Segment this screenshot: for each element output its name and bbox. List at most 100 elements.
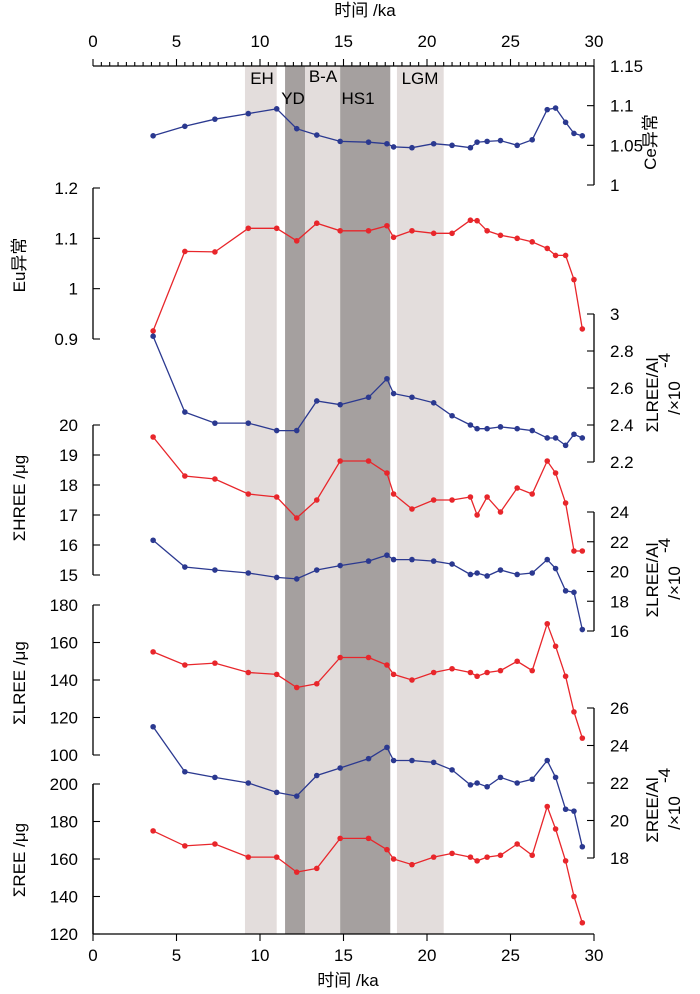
x-bottom-tick-label: 10 bbox=[251, 946, 270, 965]
lree-al-lower-data-point bbox=[467, 571, 474, 578]
lree-data-point bbox=[384, 662, 390, 668]
lree-al-upper-data-point bbox=[390, 390, 397, 397]
eu-data-point bbox=[430, 230, 437, 237]
ce-y-title: Ce异常 bbox=[641, 114, 660, 170]
ree-al-data-point bbox=[273, 789, 280, 796]
ree-al-data-point bbox=[365, 755, 372, 762]
lree-al-upper-data-point bbox=[365, 394, 372, 401]
eu-data-point bbox=[150, 328, 156, 334]
lree-data-point bbox=[245, 669, 252, 676]
hree-data-point bbox=[497, 509, 504, 515]
ree-data-point bbox=[571, 893, 577, 900]
lree-al-upper-data-point bbox=[409, 394, 415, 401]
lree-data-point bbox=[552, 643, 559, 650]
ree-al-data-point bbox=[529, 776, 536, 783]
ree-al-y-tick-label: 24 bbox=[610, 737, 629, 756]
lree-al-upper-data-point bbox=[430, 400, 437, 406]
lree-al-lower-data-point bbox=[182, 564, 188, 570]
lree-data-point bbox=[430, 669, 437, 676]
ce-data-point bbox=[467, 144, 474, 151]
lree-y-tick-label: 180 bbox=[50, 596, 78, 615]
eu-data-point bbox=[474, 217, 480, 224]
lree-al-lower-y-title-line1: ΣLREE/Al bbox=[643, 543, 662, 618]
ce-data-point bbox=[365, 139, 372, 145]
hree-data-point bbox=[212, 476, 218, 482]
lree-al-lower-data-point bbox=[384, 552, 390, 558]
lree-al-lower-data-point bbox=[337, 562, 343, 569]
ce-y-title-text: Ce异常 bbox=[641, 114, 660, 170]
lree-data-point bbox=[571, 709, 577, 715]
lree-al-lower-data-point bbox=[273, 574, 280, 581]
ce-y-tick-label: 1.05 bbox=[610, 136, 643, 155]
lree-al-lower-data-point bbox=[449, 561, 455, 567]
ce-data-point bbox=[484, 138, 490, 145]
eu-data-point bbox=[467, 217, 474, 224]
ree-al-data-point bbox=[313, 772, 320, 779]
eu-y-tick-label: 0.9 bbox=[54, 330, 78, 349]
lree-data-point bbox=[182, 662, 188, 668]
ree-data-point bbox=[313, 865, 320, 872]
lree-data-point bbox=[390, 671, 397, 678]
hree-data-point bbox=[514, 485, 520, 491]
x-bottom-tick-label: 25 bbox=[501, 946, 520, 965]
eu-data-point bbox=[562, 252, 569, 259]
lree-al-lower-data-point bbox=[579, 626, 586, 633]
lree-al-lower-data-point bbox=[245, 570, 252, 576]
hree-data-point bbox=[467, 494, 474, 500]
ree-data-point bbox=[150, 828, 156, 834]
ce-data-point bbox=[497, 137, 504, 144]
hree-data-point bbox=[449, 497, 455, 503]
lree-al-upper-y-title-line1: ΣLREE/Al bbox=[643, 358, 662, 433]
eu-data-point bbox=[449, 230, 455, 237]
hree-y-title-text: ΣHREE /μg bbox=[10, 455, 29, 541]
lree-al-lower-data-point bbox=[474, 570, 480, 576]
ce-data-point bbox=[579, 133, 586, 139]
ree-data-point bbox=[212, 841, 218, 847]
ce-y-tick-label: 1.15 bbox=[610, 57, 643, 76]
ree-al-data-point bbox=[552, 774, 559, 781]
lree-al-lower-y-title: ΣLREE/Al/×10 -4 bbox=[643, 538, 684, 618]
eu-data-point bbox=[552, 252, 559, 259]
axes-group: 0 5 10 15 20 25 30 0 5 10 15 20 25 30 1 1.05 1.1 1.15 0.9 1… bbox=[50, 32, 643, 965]
ree-y-tick-label: 140 bbox=[50, 888, 78, 907]
hree-y-tick-label: 19 bbox=[59, 446, 78, 465]
lree-al-lower-y-tick-label: 18 bbox=[610, 592, 629, 611]
lree-al-upper-data-point bbox=[182, 409, 188, 415]
lree-data-point bbox=[514, 658, 520, 665]
ce-data-point bbox=[571, 130, 577, 137]
ree-al-y-tick-label: 18 bbox=[610, 849, 629, 868]
hree-data-point bbox=[474, 512, 480, 518]
x-top-tick-label: 15 bbox=[334, 32, 353, 51]
eu-data-point bbox=[365, 227, 372, 234]
ree-data-point bbox=[529, 852, 536, 859]
lree-al-upper-data-point bbox=[384, 375, 390, 382]
hree-y-tick-label: 20 bbox=[59, 416, 78, 435]
eu-y-tick-label: 1.2 bbox=[54, 179, 78, 198]
ree-y-tick-label: 180 bbox=[50, 813, 78, 832]
lree-al-upper-data-point bbox=[571, 431, 577, 438]
eu-data-point bbox=[579, 326, 586, 332]
lree-y-tick-label: 100 bbox=[50, 746, 78, 765]
x-axis-title-bottom: 时间 /ka bbox=[317, 971, 379, 990]
hree-data-point bbox=[313, 497, 320, 503]
lree-al-upper-y-tick-label: 2.4 bbox=[610, 416, 634, 435]
lree-al-upper-data-point bbox=[293, 427, 300, 434]
ree-al-data-point bbox=[497, 774, 504, 781]
ree-al-data-point bbox=[337, 765, 343, 771]
hree-data-point bbox=[337, 458, 343, 464]
ree-data-point bbox=[365, 835, 372, 842]
ree-al-data-point bbox=[293, 793, 300, 799]
ree-al-y-title-line1: ΣREE/Al bbox=[643, 777, 662, 842]
ree-al-data-point bbox=[245, 780, 252, 786]
ree-data-point bbox=[390, 856, 397, 862]
eu-data-point bbox=[182, 248, 188, 255]
eu-data-point bbox=[273, 225, 280, 232]
lree-al-lower-data-point bbox=[430, 558, 437, 564]
hree-data-point bbox=[430, 497, 437, 503]
eu-y-title: Eu异常 bbox=[10, 238, 29, 293]
ree-al-y-title: ΣREE/Al/×10 -4 bbox=[643, 768, 684, 843]
ree-data-point bbox=[579, 919, 586, 926]
lree-al-upper-data-point bbox=[529, 427, 536, 434]
ree-y-tick-label: 200 bbox=[50, 775, 78, 794]
x-bottom-tick-label: 0 bbox=[88, 946, 97, 965]
